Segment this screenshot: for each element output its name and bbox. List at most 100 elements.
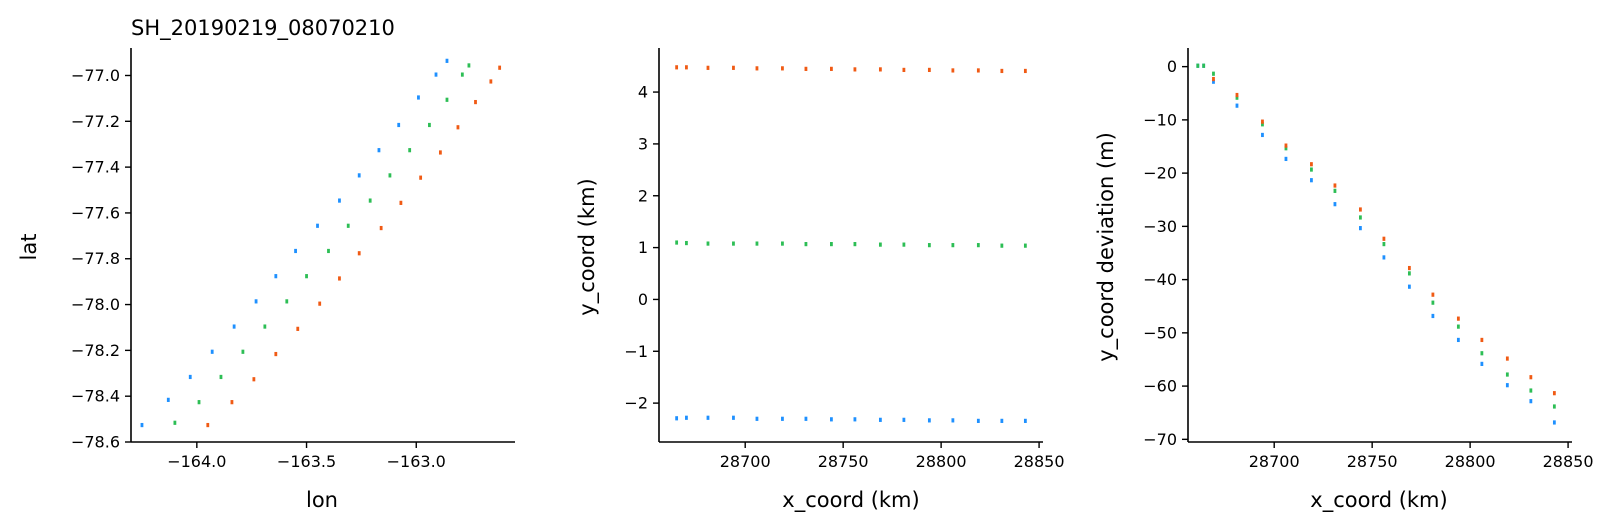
scatter-point bbox=[706, 415, 710, 420]
scatter-point bbox=[445, 97, 449, 102]
scatter-point bbox=[1023, 68, 1027, 74]
scatter-point bbox=[853, 242, 857, 247]
y-tick-label: −20 bbox=[1143, 164, 1177, 183]
x-tick-label: 28700 bbox=[720, 452, 771, 471]
scatter-point bbox=[419, 175, 423, 180]
panel-y-coord: 28700 28750 28800 28850 −2 −1 0 1 2 3 4 x_coord (k… bbox=[575, 48, 1065, 513]
scatter-point bbox=[1552, 391, 1556, 396]
scatter-point bbox=[1456, 324, 1460, 329]
scatter-point bbox=[274, 274, 278, 279]
y-tick-label: −78.2 bbox=[71, 341, 120, 360]
axes: −164.0 −163.5 −163.0 −77.0 −77.2 −77.4 −77.6 −7… bbox=[71, 48, 515, 471]
scatter-point bbox=[1284, 146, 1288, 151]
scatter-point bbox=[1505, 383, 1509, 388]
scatter-point bbox=[377, 148, 381, 153]
scatter-point bbox=[1480, 361, 1484, 366]
y-tick-label: −50 bbox=[1143, 323, 1177, 342]
scatter-point bbox=[445, 58, 449, 63]
y-tick-label: −77.4 bbox=[71, 158, 120, 177]
y-tick-label: −30 bbox=[1143, 217, 1177, 236]
scatter-point bbox=[379, 225, 383, 231]
scatter-point bbox=[685, 240, 688, 246]
scatter-point bbox=[1235, 95, 1239, 100]
scatter-point bbox=[732, 415, 735, 420]
scatter-point bbox=[976, 418, 980, 423]
x-axis-label: lon bbox=[306, 488, 338, 512]
scatter-point bbox=[830, 66, 833, 71]
scatter-point bbox=[1505, 372, 1509, 377]
scatter-point bbox=[830, 242, 833, 247]
scatter-point bbox=[254, 299, 258, 304]
scatter-point bbox=[346, 223, 350, 228]
scatter-point bbox=[732, 65, 735, 70]
scatter-point bbox=[489, 79, 493, 84]
scatter-point bbox=[1431, 292, 1435, 297]
scatter-point bbox=[1023, 243, 1027, 248]
scatter-point bbox=[1212, 76, 1215, 82]
scatter-point bbox=[706, 65, 710, 70]
scatter-point bbox=[210, 349, 214, 354]
scatter-point bbox=[878, 242, 882, 247]
x-tick-label: 28750 bbox=[1347, 452, 1398, 471]
scatter-point bbox=[1359, 207, 1362, 212]
y-tick-label: −70 bbox=[1143, 430, 1177, 449]
scatter-point bbox=[1382, 242, 1386, 247]
scatter-point bbox=[781, 416, 784, 421]
scatter-point bbox=[1359, 226, 1362, 231]
scatter-point bbox=[1480, 351, 1484, 356]
scatter-point bbox=[781, 241, 784, 246]
scatter-point bbox=[456, 125, 460, 130]
scatter-point bbox=[1407, 271, 1411, 276]
panel-y-deviation: 28700 28750 28800 28850 0 −10 −20 −30 −40 −50 −60 −… bbox=[1094, 48, 1594, 513]
scatter-points bbox=[1196, 63, 1556, 425]
scatter-point bbox=[1284, 156, 1288, 162]
scatter-point bbox=[1456, 316, 1460, 321]
scatter-point bbox=[976, 68, 980, 73]
scatter-point bbox=[1407, 284, 1411, 289]
scatter-point bbox=[1310, 167, 1313, 172]
y-tick-label: −2 bbox=[624, 394, 648, 413]
scatter-point bbox=[1359, 215, 1362, 220]
scatter-point bbox=[755, 416, 759, 421]
y-tick-label: −10 bbox=[1143, 110, 1177, 129]
scatter-point bbox=[467, 63, 471, 68]
y-tick-label: 0 bbox=[638, 290, 648, 309]
scatter-point bbox=[408, 148, 412, 153]
y-tick-label: −77.0 bbox=[71, 66, 120, 85]
x-tick-label: 28750 bbox=[818, 452, 869, 471]
y-axis-label: lat bbox=[17, 234, 41, 261]
y-axis-label: y_coord (km) bbox=[575, 178, 600, 315]
scatter-point bbox=[285, 299, 289, 304]
scatter-point bbox=[357, 173, 361, 178]
y-tick-label: −60 bbox=[1143, 377, 1177, 396]
scatter-point bbox=[1284, 143, 1288, 148]
x-tick-label: 28800 bbox=[916, 452, 967, 471]
scatter-point bbox=[368, 198, 372, 203]
scatter-point bbox=[853, 67, 857, 72]
y-tick-label: −77.6 bbox=[71, 203, 120, 222]
scatter-point bbox=[166, 397, 170, 402]
scatter-point bbox=[951, 418, 955, 423]
scatter-point bbox=[399, 200, 403, 205]
x-tick-label: 28850 bbox=[1543, 452, 1594, 471]
scatter-point bbox=[1529, 388, 1533, 393]
scatter-point bbox=[428, 122, 431, 128]
scatter-point bbox=[1505, 356, 1509, 361]
scatter-point bbox=[327, 248, 330, 254]
scatter-point bbox=[1333, 188, 1337, 193]
scatter-point bbox=[1261, 132, 1264, 138]
scatter-point bbox=[1196, 63, 1200, 68]
scatter-point bbox=[296, 326, 300, 331]
scatter-point bbox=[357, 251, 361, 256]
scatter-point bbox=[1202, 63, 1206, 68]
scatter-point bbox=[1261, 119, 1264, 124]
scatter-point bbox=[188, 374, 192, 380]
scatter-point bbox=[318, 301, 322, 306]
scatter-point bbox=[1000, 243, 1004, 248]
scatter-point bbox=[1382, 255, 1386, 260]
scatter-point bbox=[206, 422, 210, 428]
scatter-point bbox=[316, 223, 319, 228]
y-axis-label: y_coord deviation (m) bbox=[1094, 132, 1119, 362]
scatter-point bbox=[755, 241, 759, 246]
